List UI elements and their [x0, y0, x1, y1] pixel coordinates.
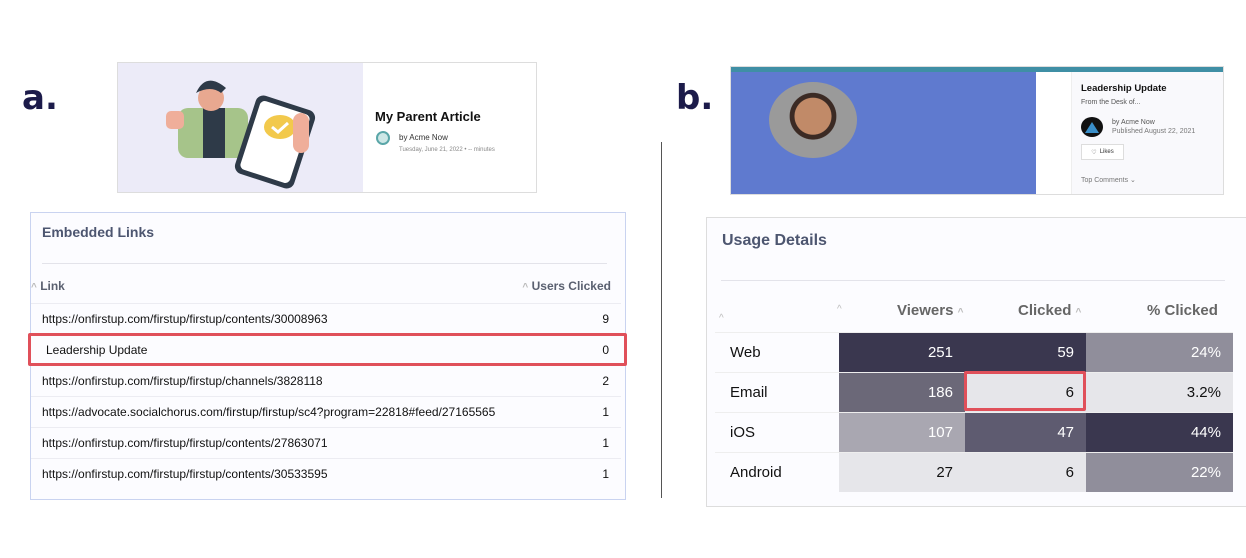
viewers-cell: 27 — [839, 453, 965, 492]
table-row[interactable]: https://onfirstup.com/firstup/firstup/ch… — [31, 365, 621, 396]
heart-icon: ♡ — [1091, 149, 1097, 156]
article-sidebar — [1071, 72, 1223, 194]
platform-label: Email — [730, 384, 768, 401]
table-row[interactable]: https://onfirstup.com/firstup/firstup/co… — [31, 303, 621, 334]
sort-icon: ^ — [1075, 307, 1082, 318]
usage-details-panel: Usage Details ^ ^ Viewers ^ Clicked ^ % … — [706, 217, 1246, 507]
table-row: Android 27 6 22% — [715, 452, 1233, 492]
sort-icon: ^ — [957, 307, 964, 318]
platform-label: iOS — [730, 424, 756, 441]
pct-cell: 3.2% — [1086, 373, 1233, 412]
sort-icon: ^ — [31, 282, 37, 293]
viewers-cell: 107 — [839, 413, 965, 452]
users-clicked-value: 9 — [602, 312, 609, 326]
table-row[interactable]: https://onfirstup.com/firstup/firstup/co… — [31, 427, 621, 458]
top-accent-bar — [731, 67, 1223, 72]
panel-label-a: a. — [22, 78, 58, 118]
leadership-update-card[interactable]: Leadership Update From the Desk of... by… — [730, 66, 1224, 195]
divider — [721, 280, 1225, 281]
table-row[interactable]: https://advocate.socialchorus.com/firstu… — [31, 396, 621, 427]
top-comments-label: Top Comments — [1081, 177, 1129, 184]
highlight-box — [964, 371, 1086, 411]
author-logo-icon — [1081, 117, 1103, 137]
link-text[interactable]: https://onfirstup.com/firstup/firstup/co… — [42, 436, 328, 450]
divider — [42, 263, 607, 264]
users-clicked-value: 1 — [602, 405, 609, 419]
link-text[interactable]: Leadership Update — [46, 343, 148, 357]
clicked-cell: 59 — [965, 333, 1086, 372]
pct-cell: 22% — [1086, 453, 1233, 492]
users-clicked-value: 0 — [602, 343, 609, 357]
panel-label-b: b. — [676, 78, 714, 118]
panel-title: Usage Details — [722, 232, 827, 249]
users-clicked-value: 2 — [602, 374, 609, 388]
platform-label: Android — [730, 464, 782, 481]
column-header-pct-clicked[interactable]: % Clicked — [1147, 302, 1218, 319]
pct-cell: 24% — [1086, 333, 1233, 372]
table-row: Email 186 6 3.2% — [715, 372, 1233, 412]
link-text[interactable]: https://onfirstup.com/firstup/firstup/co… — [42, 312, 328, 326]
users-clicked-value: 1 — [602, 467, 609, 481]
table-row: iOS 107 47 44% — [715, 412, 1233, 452]
article-title: My Parent Article — [375, 109, 481, 124]
parent-article-card[interactable]: My Parent Article by Acme Now Tuesday, J… — [117, 62, 537, 193]
author-photo — [769, 82, 857, 158]
panel-title: Embedded Links — [42, 224, 155, 240]
sort-icon[interactable]: ^ — [837, 304, 842, 315]
column-label: Viewers — [897, 302, 954, 319]
embedded-links-panel: Embedded Links ^ Link ^ Users Clicked ht… — [30, 212, 626, 500]
viewers-cell: 186 — [839, 373, 965, 412]
pct-cell: 44% — [1086, 413, 1233, 452]
column-header-viewers[interactable]: Viewers ^ — [897, 302, 963, 319]
column-header-clicked[interactable]: Clicked ^ — [1018, 302, 1081, 319]
column-label: Clicked — [1018, 302, 1072, 319]
link-text[interactable]: https://advocate.socialchorus.com/firstu… — [42, 405, 496, 419]
likes-label: Likes — [1099, 149, 1114, 155]
viewers-cell: 251 — [839, 333, 965, 372]
table-row: Web 251 59 24% — [715, 332, 1233, 372]
platform-label: Web — [730, 344, 761, 361]
sort-icon[interactable]: ^ — [719, 313, 724, 324]
highlight-box — [28, 333, 627, 366]
users-clicked-value: 1 — [602, 436, 609, 450]
column-label: Link — [40, 279, 65, 293]
author-logo-icon — [376, 131, 390, 145]
article-subtitle: From the Desk of... — [1081, 99, 1141, 106]
clicked-cell: 6 — [965, 453, 1086, 492]
clicked-cell: 6 — [965, 373, 1086, 412]
column-header-link[interactable]: ^ Link — [31, 279, 65, 293]
link-text[interactable]: https://onfirstup.com/firstup/firstup/co… — [42, 467, 328, 481]
sort-icon: ^ — [522, 282, 529, 293]
hero-banner — [731, 72, 1036, 194]
article-byline: by Acme Now — [1112, 119, 1155, 126]
top-comments-toggle[interactable]: Top Comments ⌄ — [1081, 176, 1136, 184]
column-label: % Clicked — [1147, 302, 1218, 319]
likes-button[interactable]: ♡ Likes — [1081, 144, 1124, 160]
published-date: Published August 22, 2021 — [1112, 128, 1196, 135]
column-label: Users Clicked — [531, 279, 611, 293]
table-row[interactable]: https://onfirstup.com/firstup/firstup/co… — [31, 458, 621, 489]
link-text[interactable]: https://onfirstup.com/firstup/firstup/ch… — [42, 374, 323, 388]
article-title: Leadership Update — [1081, 83, 1167, 94]
clicked-cell: 47 — [965, 413, 1086, 452]
column-header-users-clicked[interactable]: ^ Users Clicked — [522, 279, 611, 293]
article-illustration — [118, 63, 363, 192]
chevron-down-icon: ⌄ — [1130, 177, 1136, 184]
article-byline: by Acme Now — [399, 133, 448, 142]
divider — [661, 142, 662, 498]
article-date: Tuesday, June 21, 2022 • -- minutes — [399, 147, 495, 153]
